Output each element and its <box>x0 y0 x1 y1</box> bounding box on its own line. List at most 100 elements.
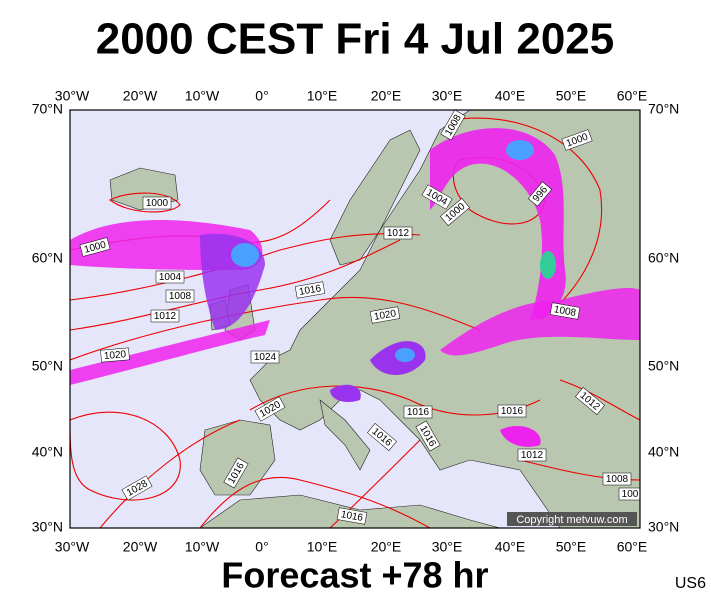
isobar-label: 1008 <box>602 472 632 486</box>
graticule-labels: 30°W 30°W 20°W 20°W 10°W 10°W 0° 0° 10°E 10°E 20°E… <box>32 88 680 555</box>
isobar-label-text: 1012 <box>154 311 177 322</box>
isobar-label-box <box>223 457 249 489</box>
isobar-label-text: 1000 <box>146 198 169 209</box>
longitude-label-top: 30°E <box>432 88 463 104</box>
isobar-label-text: 1020 <box>373 308 397 323</box>
isobar-label-box <box>336 507 368 525</box>
forecast-label: Forecast +78 hr <box>221 555 488 596</box>
isobar-label-text: 1008 <box>169 291 192 302</box>
isobar-label-box <box>575 387 605 415</box>
isobar-label: 1012 <box>383 226 413 240</box>
model-code: US6 <box>675 575 706 592</box>
isobars <box>70 117 640 528</box>
isobar-label-text: 1008 <box>606 474 629 485</box>
isobar-label-box <box>367 423 397 451</box>
latitude-label-right: 50°N <box>648 358 679 374</box>
isobar-label-box <box>155 270 185 284</box>
longitude-label-bottom: 40°E <box>495 539 526 555</box>
isobar-label-box <box>383 226 413 240</box>
isobar-label-box <box>254 396 286 422</box>
isobar-label: 1008 <box>549 302 581 320</box>
latitude-label-right: 60°N <box>648 250 679 266</box>
isobar-label: 1016 <box>403 405 433 419</box>
longitude-label-bottom: 20°W <box>123 539 158 555</box>
longitude-label-bottom: 50°E <box>556 539 587 555</box>
isobar-label: 100 <box>618 487 640 501</box>
isobar-label-text: 1012 <box>521 450 544 461</box>
isobar-label-box <box>561 129 593 151</box>
latitude-label-left: 30°N <box>32 519 63 535</box>
isobar-label: 1000 <box>142 196 172 210</box>
isobar-label-box <box>250 350 280 364</box>
isobar-label: 1020 <box>369 306 401 324</box>
longitude-label-top: 50°E <box>556 88 587 104</box>
isobar-label-text: 1024 <box>254 352 277 363</box>
isobar-label: 1004 <box>155 270 185 284</box>
isobar-label-box <box>527 181 553 207</box>
longitude-label-bottom: 0° <box>255 539 268 555</box>
copyright: Copyright metvuw.com <box>516 514 627 526</box>
precipitation <box>70 128 640 447</box>
longitude-label-top: 20°E <box>371 88 402 104</box>
isobar-label-text: 100 <box>622 489 639 500</box>
isobar-label: 1016 <box>336 507 368 525</box>
map-frame <box>69 109 641 529</box>
isobar-label-box <box>602 472 632 486</box>
isobar-label-box <box>618 487 640 501</box>
longitude-label-top: 10°E <box>307 88 338 104</box>
isobar-label-box <box>440 198 470 226</box>
isobar-label-box <box>440 110 466 141</box>
longitude-label-top: 60°E <box>617 88 648 104</box>
isobar-label: 1000 <box>79 237 111 257</box>
isobar-label-text: 1016 <box>298 283 322 298</box>
isobar-label: 1016 <box>497 404 527 418</box>
latitude-label-left: 40°N <box>32 444 63 460</box>
isobar-label: 1008 <box>165 289 195 303</box>
isobar-label-text: 1016 <box>501 406 524 417</box>
isobar-label-box <box>150 309 180 323</box>
longitude-label-top: 40°E <box>495 88 526 104</box>
longitude-label-bottom: 30°W <box>55 539 90 555</box>
isobar-label-box <box>549 302 581 320</box>
isobar-label-box <box>369 306 401 324</box>
isobar-label-text: 1016 <box>407 407 430 418</box>
longitude-label-bottom: 60°E <box>617 539 648 555</box>
isobar-label-box <box>79 237 111 257</box>
longitude-label-top: 30°W <box>55 88 90 104</box>
longitude-label-top: 0° <box>255 88 268 104</box>
longitude-label-bottom: 10°W <box>185 539 220 555</box>
title: 2000 CEST Fri 4 Jul 2025 <box>96 15 615 64</box>
isobar-label: 1012 <box>517 448 547 462</box>
latitude-label-left: 60°N <box>32 250 63 266</box>
latitude-label-right: 40°N <box>648 444 679 460</box>
longitude-label-top: 20°W <box>123 88 158 104</box>
longitude-label-bottom: 10°E <box>307 539 338 555</box>
copyright-box <box>507 512 637 526</box>
isobar-label-box <box>415 420 441 452</box>
latitude-label-right: 30°N <box>648 519 679 535</box>
isobar-label-box <box>403 405 433 419</box>
isobar-label-text: 1016 <box>340 509 364 524</box>
latitude-label-right: 70°N <box>648 101 679 117</box>
isobar-label-box <box>100 347 130 363</box>
longitude-label-bottom: 20°E <box>371 539 402 555</box>
isobar-label-box <box>517 448 547 462</box>
isobar-label-text: 1012 <box>387 228 410 239</box>
latitude-label-left: 50°N <box>32 358 63 374</box>
isobar-label-box <box>121 475 153 501</box>
isobar-label-text: 1008 <box>553 304 577 319</box>
isobar-label: 1012 <box>150 309 180 323</box>
longitude-label-bottom: 30°E <box>432 539 463 555</box>
isobar-label-box <box>142 196 172 210</box>
latitude-label-left: 70°N <box>32 101 63 117</box>
isobar-label: 1020 <box>100 347 130 363</box>
isobar-label-text: 1004 <box>159 272 182 283</box>
isobar-label-box <box>497 404 527 418</box>
isobar-label-box <box>294 281 326 299</box>
isobar-label-box <box>165 289 195 303</box>
longitude-label-top: 10°W <box>185 88 220 104</box>
isobar-label-box <box>421 184 453 210</box>
isobar-label-text: 1020 <box>103 349 127 362</box>
